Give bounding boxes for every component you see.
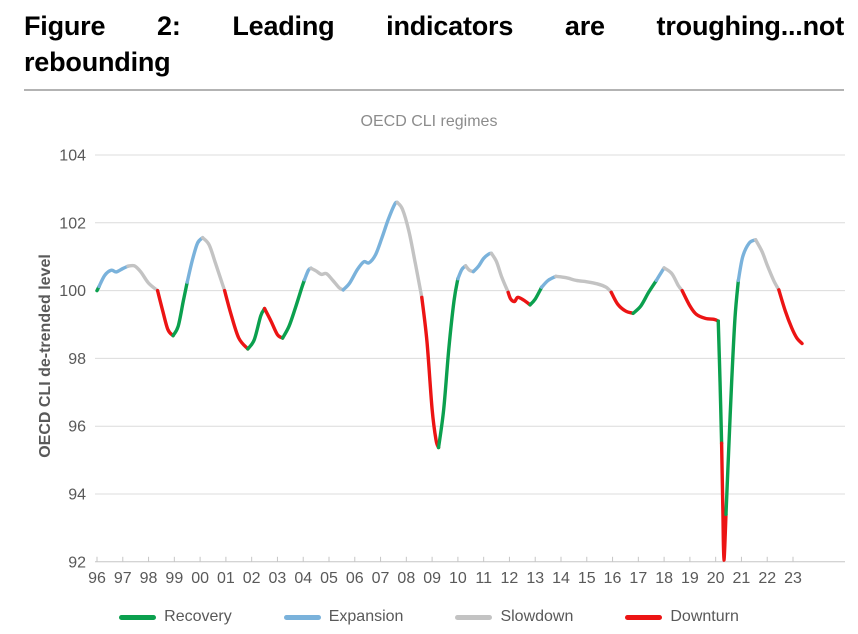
x-tick-label: 10 (449, 570, 467, 587)
legend-label: Recovery (164, 608, 232, 625)
x-tick-label: 12 (501, 570, 519, 587)
x-tick-label: 20 (707, 570, 725, 587)
chart-area: OECD CLI regimes OECD CLI de-trended lev… (0, 91, 858, 634)
series-segment-downturn (719, 441, 728, 562)
x-tick-label: 05 (320, 570, 338, 587)
series-segment-recovery (280, 278, 307, 340)
series-segment-downturn (155, 288, 175, 338)
x-tick-label: 15 (578, 570, 596, 587)
y-tick-label: 96 (68, 419, 86, 436)
y-tick-label: 94 (68, 487, 86, 504)
x-tick-label: 13 (526, 570, 544, 587)
legend: Recovery Expansion Slowdown Downturn (0, 608, 858, 626)
series-segment-slowdown (126, 263, 160, 293)
x-tick-label: 17 (629, 570, 647, 587)
y-tick-label: 102 (59, 215, 86, 232)
series-segment-expansion (736, 238, 758, 283)
y-tick-label: 98 (68, 351, 86, 368)
x-tick-label: 19 (681, 570, 699, 587)
series-segment-recovery (631, 278, 659, 316)
figure-title-line1: Figure 2: Leading indicators are troughi… (24, 11, 844, 41)
series-segment-slowdown (753, 238, 781, 292)
x-tick-label: 00 (191, 570, 209, 587)
series-segment-downturn (420, 295, 441, 450)
series-segment-expansion (471, 251, 494, 274)
x-tick-label: 23 (784, 570, 802, 587)
legend-item-downturn: Downturn (625, 608, 739, 626)
x-tick-label: 08 (397, 570, 415, 587)
recovery-line-swatch-icon (119, 614, 157, 620)
expansion-line-swatch-icon (283, 614, 321, 620)
series-segment-expansion (654, 266, 666, 283)
legend-item-recovery: Recovery (119, 608, 232, 626)
series-segment-expansion (302, 266, 313, 282)
x-tick-label: 11 (475, 570, 492, 587)
series-segment-recovery (724, 278, 741, 517)
series-segment-slowdown (489, 251, 510, 294)
figure-title-line2: rebounding (24, 47, 171, 77)
series-segment-slowdown (309, 266, 345, 292)
series-segment-expansion (456, 264, 468, 281)
x-tick-label: 99 (165, 570, 183, 587)
series-segment-downturn (222, 288, 250, 351)
y-tick-label: 100 (59, 283, 86, 300)
x-tick-label: 97 (114, 570, 132, 587)
chart-title: OECD CLI regimes (360, 113, 498, 130)
x-tick-label: 01 (217, 570, 235, 587)
legend-item-expansion: Expansion (283, 608, 404, 626)
figure-title: Figure 2: Leading indicators are troughi… (24, 8, 844, 80)
legend-label: Slowdown (500, 608, 574, 625)
series-segment-downturn (680, 288, 720, 323)
y-tick-label: 92 (68, 554, 86, 571)
series-segment-expansion (97, 264, 130, 289)
series-segment-expansion (341, 200, 400, 292)
x-tick-label: 02 (243, 570, 261, 587)
series-segment-slowdown (554, 274, 613, 294)
x-tick-label: 06 (346, 570, 364, 587)
series-segment-slowdown (662, 266, 684, 293)
series-segment-expansion (539, 274, 558, 289)
legend-label: Downturn (670, 608, 739, 625)
x-tick-label: 98 (140, 570, 158, 587)
legend-item-slowdown: Slowdown (455, 608, 573, 626)
series-segment-downturn (777, 288, 804, 346)
title-divider (24, 89, 844, 91)
series-segment-recovery (436, 277, 460, 450)
x-tick-label: 07 (372, 570, 390, 587)
x-tick-label: 96 (88, 570, 106, 587)
x-tick-label: 22 (758, 570, 776, 587)
series-segment-downturn (506, 290, 532, 307)
x-tick-label: 09 (423, 570, 441, 587)
x-tick-label: 16 (604, 570, 622, 587)
x-tick-label: 04 (294, 570, 312, 587)
x-tick-label: 18 (655, 570, 673, 587)
series-segment-recovery (171, 280, 189, 338)
series-segment-recovery (528, 285, 544, 307)
x-tick-label: 03 (269, 570, 287, 587)
series-segment-downturn (609, 290, 635, 316)
series-segment-recovery (716, 319, 724, 445)
figure-header: Figure 2: Leading indicators are troughi… (0, 0, 858, 91)
legend-label: Expansion (328, 608, 404, 625)
slowdown-line-swatch-icon (455, 614, 493, 620)
downturn-line-swatch-icon (625, 614, 663, 620)
x-tick-label: 21 (733, 570, 751, 587)
series-segment-expansion (185, 236, 205, 284)
series-segment-slowdown (200, 236, 227, 293)
series-segment-slowdown (395, 200, 424, 300)
y-tick-label: 104 (59, 148, 86, 165)
x-tick-label: 14 (552, 570, 570, 587)
series-segment-recovery (246, 306, 267, 351)
series-segment-downturn (262, 306, 285, 340)
